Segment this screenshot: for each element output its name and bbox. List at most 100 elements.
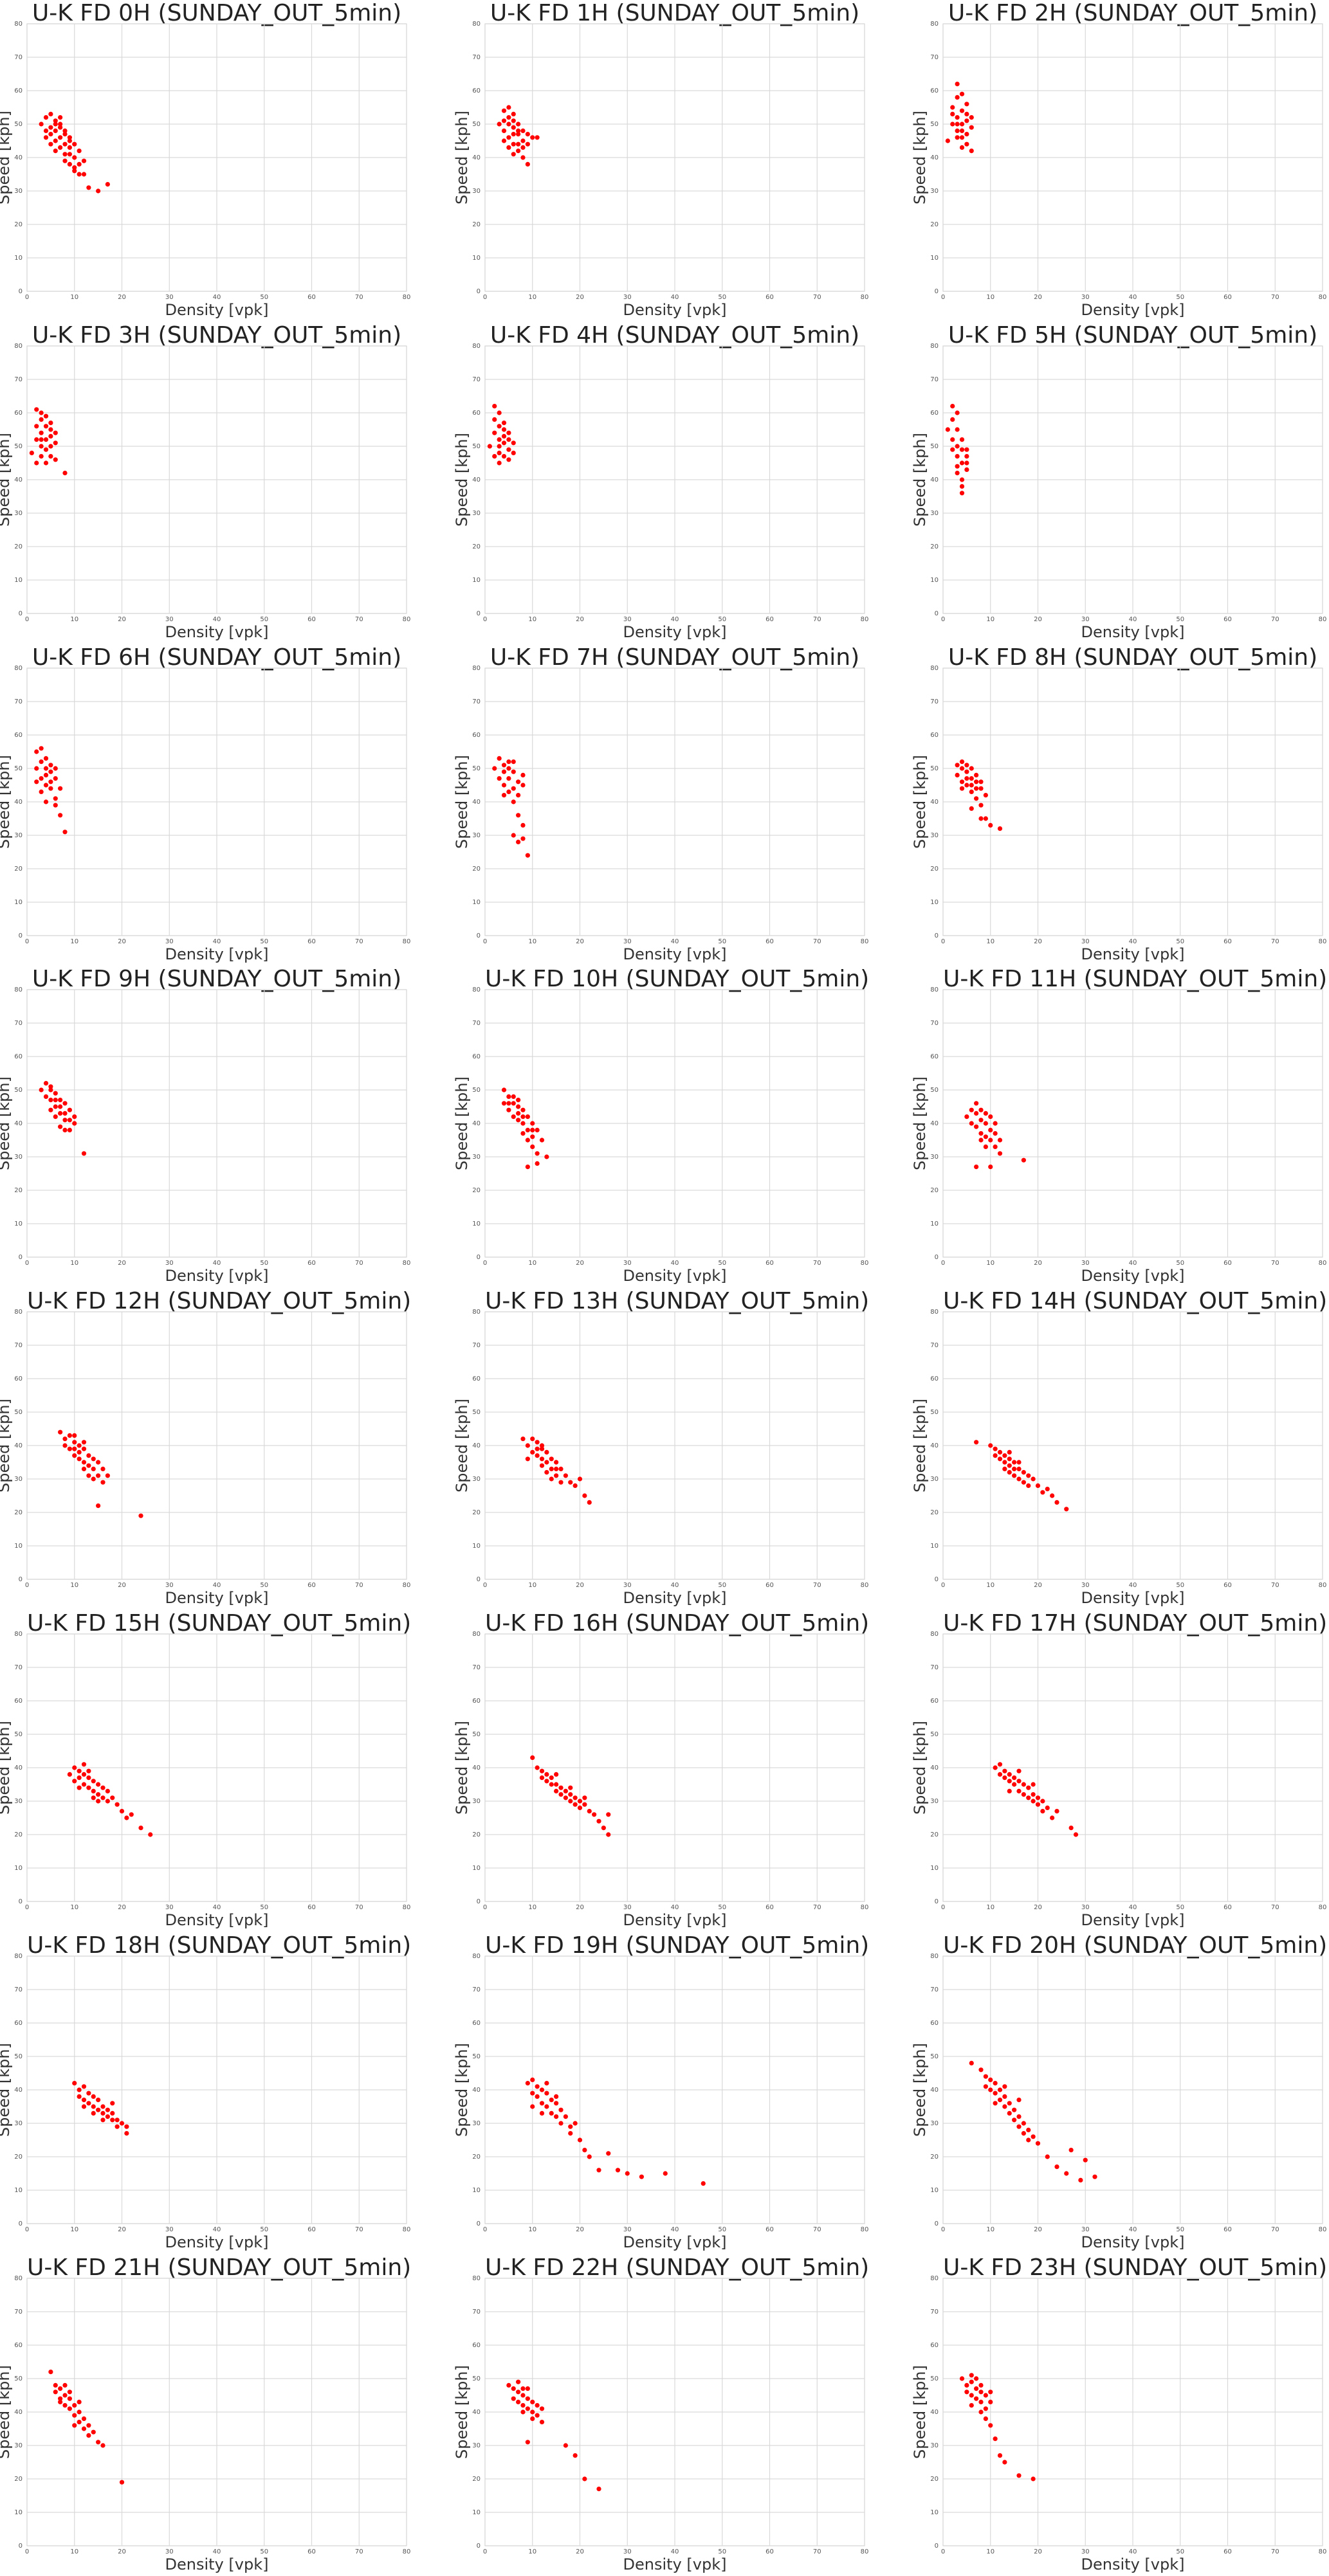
scatter-point	[587, 1809, 592, 1814]
scatter-point	[969, 2372, 974, 2377]
scatter-point	[58, 145, 63, 150]
scatter-point	[1064, 1507, 1069, 1512]
chart-title: U-K FD 15H (SUNDAY_OUT_5min)	[27, 1610, 412, 1637]
scatter-point	[535, 135, 540, 140]
scatter-point	[573, 1802, 578, 1807]
x-tick-label: 70	[1271, 1260, 1279, 1267]
y-tick-label: 50	[930, 121, 939, 128]
scatter-point	[964, 453, 969, 458]
x-tick-label: 20	[118, 1582, 126, 1589]
scatter-point	[520, 145, 526, 150]
scatter-point	[1068, 1826, 1074, 1831]
scatter-point	[62, 2392, 68, 2398]
x-tick-label: 20	[1034, 616, 1042, 623]
scatter-point	[77, 149, 82, 154]
scatter-point	[96, 1503, 101, 1509]
y-tick-label: 80	[14, 343, 23, 350]
scatter-point	[72, 2080, 77, 2085]
x-tick-label: 0	[483, 616, 487, 623]
scatter-point	[110, 1795, 115, 1800]
y-tick-label: 80	[930, 343, 939, 350]
y-tick-label: 30	[472, 2120, 481, 2127]
scatter-point	[558, 2107, 564, 2112]
scatter-point	[959, 765, 965, 771]
scatter-point	[969, 2392, 974, 2398]
scatter-point	[554, 1466, 559, 1472]
x-tick-label: 80	[1319, 1904, 1327, 1911]
y-tick-label: 80	[14, 1631, 23, 1638]
x-tick-label: 10	[986, 1582, 994, 1589]
y-tick-label: 60	[472, 410, 481, 417]
scatter-point	[1026, 1795, 1031, 1800]
scatter-point	[62, 1118, 68, 1123]
y-tick-label: 80	[14, 1953, 23, 1960]
x-tick-label: 10	[986, 1260, 994, 1267]
y-tick-label: 20	[472, 1187, 481, 1194]
plot-frame	[484, 2277, 865, 2546]
scatter-point	[497, 122, 502, 127]
scatter-point	[105, 1473, 110, 1478]
scatter-point	[77, 1449, 82, 1455]
scatter-point	[535, 1440, 540, 1445]
scatter-point	[72, 1446, 77, 1451]
scatter-point	[983, 1134, 988, 1139]
scatter-point	[539, 2110, 545, 2116]
scatter-point	[62, 1101, 68, 1106]
scatter-point	[563, 1473, 568, 1478]
scatter-point	[525, 1128, 530, 1133]
x-tick-label: 10	[986, 2548, 994, 2555]
scatter-point	[43, 460, 49, 466]
x-axis-label: Density [vpk]	[165, 2233, 269, 2251]
scatter-point	[34, 765, 39, 771]
scatter-point	[549, 1466, 554, 1472]
scatter-point	[62, 1443, 68, 1448]
x-tick-label: 70	[1271, 2548, 1279, 2555]
scatter-point	[997, 1772, 1003, 1777]
scatter-point	[978, 2389, 984, 2394]
chart-title: U-K FD 16H (SUNDAY_OUT_5min)	[485, 1610, 870, 1637]
scatter-point	[539, 1443, 545, 1448]
y-tick-label: 40	[14, 2409, 23, 2416]
scatter-point	[573, 1483, 578, 1489]
scatter-point	[959, 490, 965, 496]
x-tick-label: 70	[355, 938, 363, 945]
y-tick-label: 60	[930, 732, 939, 739]
x-tick-label: 60	[307, 2226, 316, 2233]
scatter-point	[1012, 1782, 1017, 1787]
scatter-point	[91, 1476, 96, 1482]
scatter-point	[100, 1480, 105, 1485]
x-axis-label: Density [vpk]	[623, 1911, 727, 1929]
plot-frame	[942, 1311, 1323, 1580]
scatter-point	[1021, 1782, 1026, 1787]
scatter-point	[58, 2399, 63, 2404]
scatter-point	[516, 1104, 521, 1109]
chart-svg: 0 10 20 30 40 50 60 70 80 0 10 20 30 40 50 60 70 80 Densit…	[453, 1953, 868, 2251]
plot-frame	[26, 1311, 407, 1580]
plot-frame	[26, 2277, 407, 2546]
scatter-point	[520, 1131, 526, 1136]
scatter-point	[43, 115, 49, 120]
scatter-point	[535, 2083, 540, 2089]
scatter-point	[53, 149, 58, 154]
scatter-point	[993, 2091, 998, 2096]
scatter-point	[978, 803, 984, 808]
x-tick-label: 0	[25, 616, 29, 623]
y-tick-label: 20	[930, 1509, 939, 1516]
y-tick-label: 70	[14, 1020, 23, 1027]
x-tick-label: 70	[355, 1904, 363, 1911]
scatter-point	[53, 440, 58, 446]
scatter-point	[955, 470, 960, 475]
scatter-point	[530, 135, 535, 140]
scatter-point	[511, 2396, 516, 2401]
scatter-point	[577, 1799, 583, 1804]
scatter-point	[58, 812, 63, 817]
y-tick-label: 20	[930, 1187, 939, 1194]
scatter-point	[492, 403, 497, 408]
y-tick-label: 20	[14, 1509, 23, 1516]
scatter-point	[67, 1107, 72, 1113]
x-tick-label: 80	[861, 1582, 869, 1589]
scatter-point	[525, 161, 530, 167]
scatter-point	[497, 450, 502, 455]
plot-frame	[26, 23, 407, 292]
x-tick-label: 20	[576, 2548, 584, 2555]
